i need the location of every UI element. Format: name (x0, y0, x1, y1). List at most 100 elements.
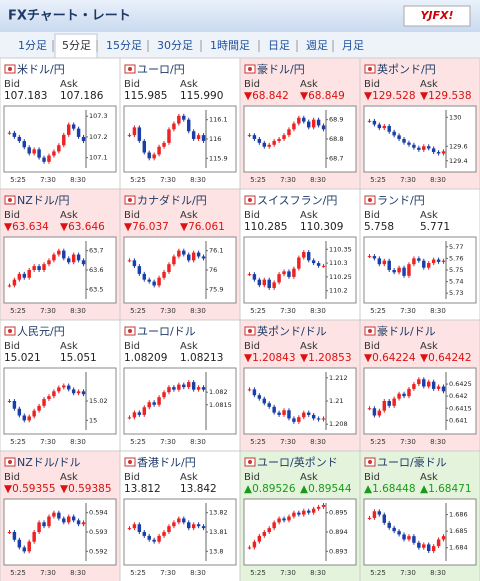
ask-label: Ask (60, 341, 78, 352)
pair-name[interactable]: 香港ドル/円 (137, 456, 196, 469)
pair-name[interactable]: 人民元/円 (17, 325, 65, 338)
header-bar (0, 0, 480, 32)
candle (71, 124, 76, 129)
ask-value: 13.842 (180, 483, 217, 495)
x-tick-label: 8:30 (310, 176, 326, 184)
candle (27, 270, 31, 278)
tab[interactable]: 日足 (268, 39, 290, 52)
candle (392, 270, 396, 273)
candle (402, 267, 406, 276)
candle (262, 142, 267, 147)
tab[interactable]: 1時間足 (210, 39, 250, 52)
bid-label: Bid (364, 210, 380, 221)
x-tick-label: 8:30 (430, 307, 446, 315)
candle (316, 263, 321, 266)
pair-name[interactable]: 豪ドル/ドル (377, 324, 436, 338)
y-tick-label: 68.8 (329, 135, 343, 143)
candle (272, 522, 276, 529)
candle (52, 254, 56, 261)
candle (402, 393, 406, 397)
y-tick-label: 1.212 (329, 374, 348, 382)
candle (17, 273, 22, 280)
tab[interactable]: 週足 (306, 39, 328, 52)
candle (32, 532, 36, 542)
chart-frame (3, 498, 117, 566)
candle (422, 544, 426, 548)
bid-label: Bid (4, 79, 20, 90)
x-tick-label: 7:30 (400, 438, 416, 446)
pair-name[interactable]: 英ポンド/円 (377, 62, 436, 76)
pair-name[interactable]: 米ドル/円 (17, 63, 65, 76)
candle (132, 524, 137, 529)
pair-name[interactable]: ユーロ/ドル (137, 325, 196, 338)
candle (186, 254, 191, 261)
ask-label: Ask (60, 210, 78, 221)
candle (287, 129, 291, 136)
candle (397, 393, 401, 399)
candle (367, 517, 372, 519)
x-tick-label: 5:25 (10, 569, 26, 577)
x-tick-label: 8:30 (70, 438, 86, 446)
candle (252, 541, 257, 548)
candle (272, 282, 276, 288)
candle (431, 381, 436, 389)
y-tick-label: 5.76 (449, 254, 463, 262)
candle (162, 142, 166, 147)
tab[interactable]: 5分足 (62, 39, 91, 52)
y-tick-label: 110.2 (329, 287, 348, 295)
candle (76, 128, 81, 137)
candle (426, 381, 431, 387)
flag-dot (368, 460, 372, 464)
candle (297, 117, 301, 124)
pair-name[interactable]: カナダドル/円 (137, 193, 207, 207)
candle (17, 136, 22, 142)
x-tick-label: 8:30 (430, 176, 446, 184)
y-tick-label: 63.5 (89, 285, 103, 293)
pair-name[interactable]: NZドル/円 (17, 194, 69, 207)
candle (127, 260, 132, 262)
flag-dot (368, 198, 372, 202)
tab[interactable]: 30分足 (157, 39, 193, 52)
pair-name[interactable]: ユーロ/豪ドル (377, 455, 447, 469)
pair-name[interactable]: ユーロ/英ポンド (257, 455, 338, 469)
tab[interactable]: 1分足 (18, 39, 47, 52)
candle (66, 385, 71, 390)
candle (247, 274, 252, 276)
pair-name[interactable]: ユーロ/円 (137, 63, 185, 76)
candle (417, 379, 421, 385)
pair-name[interactable]: 豪ドル/円 (257, 62, 305, 76)
candle (431, 148, 436, 153)
x-tick-label: 7:30 (400, 176, 416, 184)
candle (277, 518, 281, 523)
pair-name[interactable]: スイスフラン/円 (257, 194, 337, 207)
candle (321, 504, 326, 507)
candle (387, 260, 391, 270)
candle (397, 135, 401, 139)
candle (282, 518, 286, 521)
x-tick-label: 8:30 (190, 176, 206, 184)
x-tick-label: 5:25 (370, 307, 386, 315)
pair-name[interactable]: 英ポンド/ドル (257, 324, 327, 338)
ask-label: Ask (180, 472, 198, 483)
candle (372, 408, 377, 416)
y-tick-label: 1.082 (209, 388, 228, 396)
x-tick-label: 7:30 (400, 307, 416, 315)
candle (17, 408, 22, 416)
x-tick-label: 7:30 (160, 307, 176, 315)
candle (37, 405, 41, 411)
candle (62, 250, 66, 259)
candle (436, 152, 441, 154)
candle (426, 146, 431, 149)
pair-name[interactable]: ランド/円 (377, 194, 425, 207)
candle (392, 527, 396, 532)
chart-frame (243, 105, 357, 173)
candle (17, 539, 22, 548)
pair-name[interactable]: NZドル/ドル (17, 456, 80, 469)
logo[interactable]: YJFX! (420, 9, 453, 22)
candle (426, 544, 431, 552)
y-tick-label: 107.2 (89, 133, 108, 141)
candle (247, 547, 252, 549)
tab[interactable]: 月足 (342, 39, 364, 52)
tab[interactable]: 15分足 (106, 39, 142, 52)
bid-label: Bid (4, 341, 20, 352)
